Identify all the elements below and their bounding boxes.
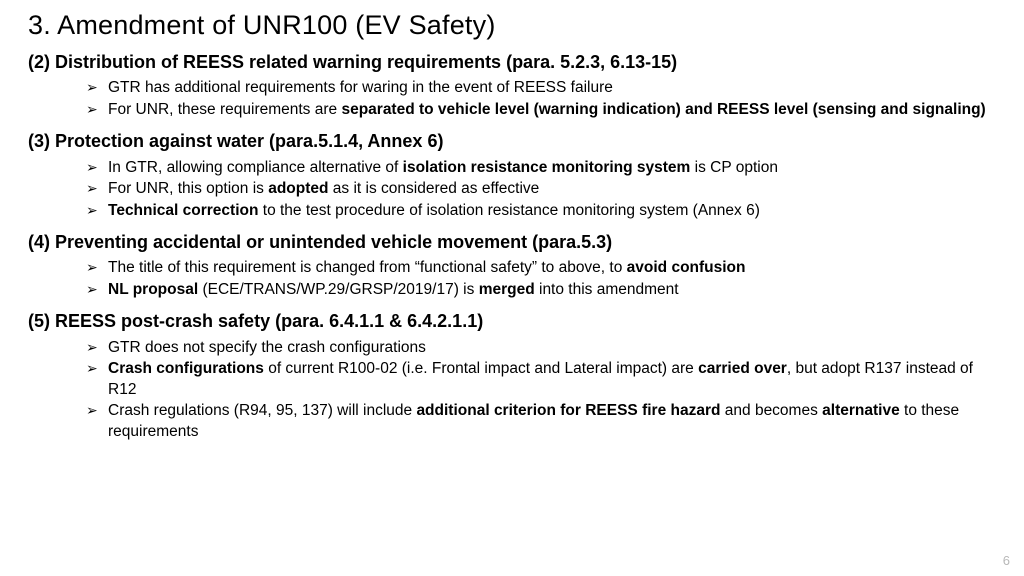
bullet-item: GTR does not specify the crash configura… (86, 338, 996, 358)
section-3: (3) Protection against water (para.5.1.4… (28, 130, 996, 221)
section-3-head: (3) Protection against water (para.5.1.4… (28, 130, 996, 153)
bullet-item: Technical correction to the test procedu… (86, 201, 996, 221)
section-5: (5) REESS post-crash safety (para. 6.4.1… (28, 310, 996, 442)
bullet-item: In GTR, allowing compliance alternative … (86, 158, 996, 178)
section-4-head: (4) Preventing accidental or unintended … (28, 231, 996, 254)
bullet-item: For UNR, these requirements are separate… (86, 100, 996, 120)
section-2-bullets: GTR has additional requirements for wari… (86, 78, 996, 120)
section-5-head: (5) REESS post-crash safety (para. 6.4.1… (28, 310, 996, 333)
bullet-item: Crash configurations of current R100-02 … (86, 359, 996, 400)
bullet-item: The title of this requirement is changed… (86, 258, 996, 278)
section-2: (2) Distribution of REESS related warnin… (28, 51, 996, 120)
section-4: (4) Preventing accidental or unintended … (28, 231, 996, 300)
section-2-head: (2) Distribution of REESS related warnin… (28, 51, 996, 74)
section-5-bullets: GTR does not specify the crash configura… (86, 338, 996, 442)
page-number: 6 (1003, 553, 1010, 568)
bullet-item: Crash regulations (R94, 95, 137) will in… (86, 401, 996, 442)
section-3-bullets: In GTR, allowing compliance alternative … (86, 158, 996, 221)
bullet-item: GTR has additional requirements for wari… (86, 78, 996, 98)
bullet-item: NL proposal (ECE/TRANS/WP.29/GRSP/2019/1… (86, 280, 996, 300)
bullet-item: For UNR, this option is adopted as it is… (86, 179, 996, 199)
slide-title: 3. Amendment of UNR100 (EV Safety) (28, 10, 996, 41)
section-4-bullets: The title of this requirement is changed… (86, 258, 996, 300)
